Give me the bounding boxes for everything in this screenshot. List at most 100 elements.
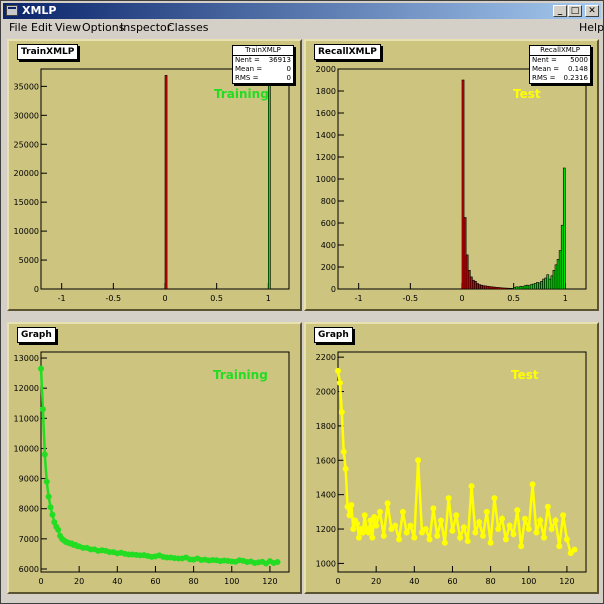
data-point [335,367,341,374]
y-tick-label: 7000 [19,535,39,544]
hist-bar [500,287,504,290]
y-tick-label: 0 [331,285,336,294]
close-button[interactable]: ✕ [585,5,599,17]
y-tick-label: 25000 [14,140,39,149]
data-point [359,529,366,536]
data-point [399,508,406,515]
y-tick-label: 11000 [14,414,39,423]
data-point [415,457,422,464]
stats-rms-label: RMS = [532,74,556,82]
menu-classes[interactable]: Classes [167,21,209,34]
x-tick-label: -1 [58,294,66,303]
canvas-area[interactable]: -1 -0.5 0 0.5 1 0 5000 10000 15000 20000 25000 3000… [3,37,601,601]
hist-bar [480,284,483,290]
data-point [472,529,479,536]
hist-bar [507,287,510,290]
x-tick-label: 0 [162,294,167,303]
y-tick-label: 1800 [316,422,336,431]
maximize-button[interactable]: □ [568,5,582,17]
y-tick-label: 6000 [19,565,39,574]
x-tick-label: -0.5 [106,294,122,303]
data-point [350,526,357,533]
test-graph-pad[interactable]: 0 20 40 60 80 100 120 1000 1200 1400 1600 1800 2000 2… [304,322,599,594]
data-point [45,493,52,500]
pad-title: Graph [17,327,56,343]
minimize-button[interactable]: _ [553,5,567,17]
menu-file[interactable]: File [9,21,28,34]
x-tick-label: 120 [262,577,277,586]
menu-view[interactable]: View [55,21,82,34]
data-point [51,519,58,526]
hist-bar [554,264,558,290]
data-point [521,515,528,522]
pad-title: RecallXMLP [314,44,381,60]
x-tick-label: 80 [189,577,199,586]
stats-name: TrainXMLP [233,46,293,56]
x-tick-label: 1 [266,294,271,303]
menu-options[interactable]: Options [82,21,125,34]
x-tick-label: 0 [335,577,340,586]
y-tick-label: 8000 [19,505,39,514]
y-tick-label: 10000 [14,444,39,453]
data-point [453,512,460,519]
data-point [430,505,437,512]
y-tick-label: 9000 [19,475,39,484]
title-bar[interactable]: XMLP _ □ ✕ [3,3,601,19]
data-point [361,512,368,519]
data-point [468,483,475,490]
data-point [388,526,395,533]
train-hist-plot: -1 -0.5 0 0.5 1 0 5000 10000 15000 20000 25000 3000… [14,68,290,303]
menu-help[interactable]: Help [579,21,604,34]
data-point [529,481,536,488]
x-tick-label: 1 [563,294,568,303]
data-point [373,522,380,529]
data-point [392,522,399,529]
hist-bar [560,224,564,290]
data-point [384,500,391,507]
hist-bar [556,259,560,290]
data-point [502,536,509,543]
hist-bar [494,287,498,290]
data-point [403,529,410,536]
data-point [541,534,548,541]
data-point [449,527,456,534]
data-point [371,514,378,520]
train-hist-pad[interactable]: -1 -0.5 0 0.5 1 0 5000 10000 15000 20000 25000 3000… [7,39,302,311]
hist-bar [476,283,479,290]
y-tick-label: 1200 [316,153,336,162]
hist-bar [517,286,521,290]
x-tick-label: 20 [371,577,381,586]
data-point [355,534,362,541]
hist-bar [548,278,552,290]
hist-bar [503,287,506,290]
stats-rms-label: RMS = [235,74,259,82]
recall-hist-plot: -1 -0.5 0 0.5 1 0 200 400 600 800 1000 1200 1400 1600… [316,65,587,303]
menu-inspector[interactable]: Inspector [120,21,172,34]
y-tick-label: 400 [321,241,336,250]
hist-bar [542,278,545,290]
x-tick-label: 0.5 [507,294,520,303]
recall-hist-pad[interactable]: -1 -0.5 0 0.5 1 0 200 400 600 800 1000 1200 1400 1600… [304,39,599,311]
hist-bar [461,79,465,290]
data-point [518,543,525,550]
menu-edit[interactable]: Edit [31,21,53,34]
x-tick-label: 100 [521,577,536,586]
data-point [514,507,521,514]
data-point [567,550,574,557]
y-tick-label: 2000 [316,388,336,397]
data-point [533,529,540,536]
data-point [376,508,383,515]
train-graph-pad[interactable]: 0 20 40 60 80 100 120 6000 7000 8000 9000 10000 1100… [7,322,302,594]
data-point [367,517,374,524]
data-point [441,539,448,546]
data-point [464,538,471,545]
data-point [338,409,345,416]
data-point [346,512,353,519]
y-tick-label: 800 [321,197,336,206]
y-tick-label: 0 [34,285,39,294]
test-graph-plot: 0 20 40 60 80 100 120 1000 1200 1400 1600 1800 2000 2… [316,351,587,586]
y-tick-label: 1800 [316,87,336,96]
hist-bar [523,285,527,290]
data-point [495,526,502,533]
